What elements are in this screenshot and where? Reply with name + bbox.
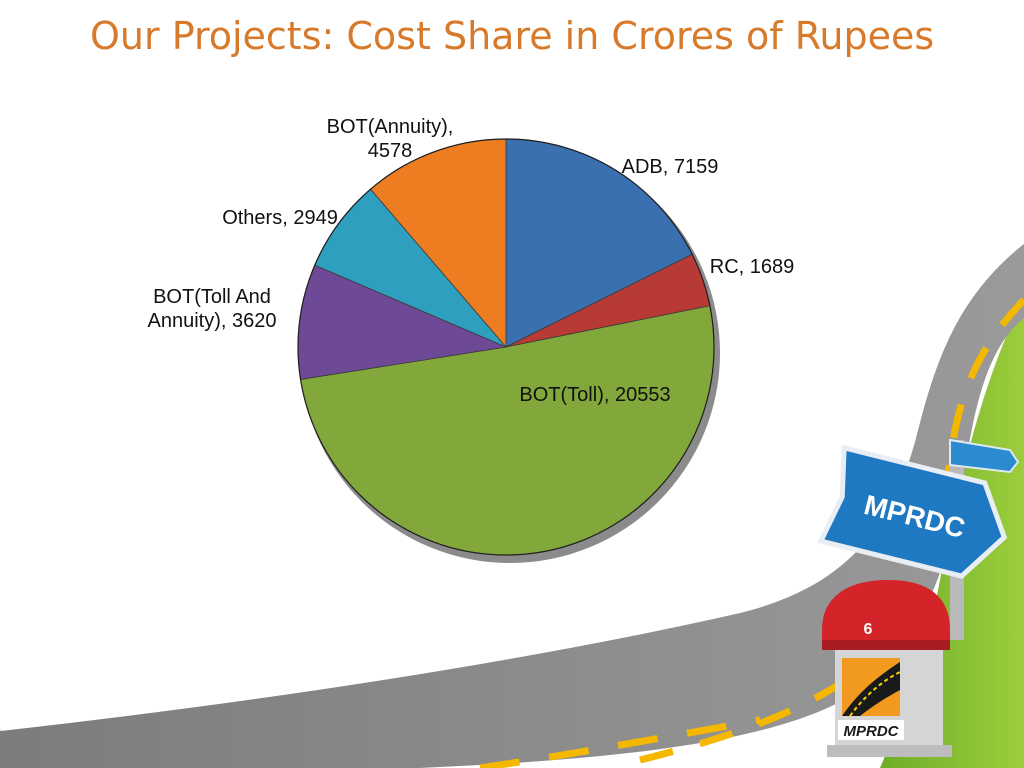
road-surface [0, 240, 1024, 768]
data-label-bot-toll: BOT(Toll), 20553 [519, 384, 670, 406]
mprdc-logo-icon: MPRDC [838, 658, 904, 740]
road-center-line-lower [479, 716, 761, 768]
data-label-others: Others, 2949 [222, 207, 338, 229]
data-label-bot-toll-and-annuity: BOT(Toll And Annuity), 3620 [148, 286, 277, 332]
data-label-rc: RC, 1689 [710, 256, 795, 278]
mprdc-sign: MPRDC [817, 444, 1008, 579]
pie-outline [297, 138, 715, 556]
data-label-bot-annuity: BOT(Annuity), 4578 [327, 116, 454, 162]
small-sign-board [949, 438, 1020, 474]
slide-title: Our Projects: Cost Share in Crores of Ru… [90, 14, 935, 58]
data-label-adb: ADB, 7159 [622, 156, 719, 178]
page-number: 6 [864, 621, 873, 638]
milestone: 6 MPRDC [822, 580, 952, 757]
logo-text: MPRDC [844, 723, 900, 740]
road-edge [0, 237, 1024, 731]
